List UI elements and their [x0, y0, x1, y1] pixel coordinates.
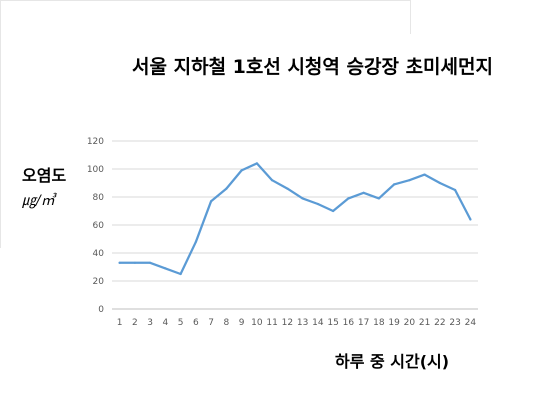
frame-right-line [410, 0, 411, 34]
data-point [286, 187, 289, 190]
x-tick-label: 9 [239, 318, 245, 328]
y-tick-label: 100 [87, 165, 104, 175]
x-axis-label: 하루 중 시간(시) [335, 352, 450, 371]
data-point [469, 218, 472, 221]
data-point [149, 261, 152, 264]
frame-left-line [0, 0, 1, 248]
data-point [179, 272, 182, 276]
x-tick-label: 12 [282, 318, 293, 328]
y-tick-label: 60 [93, 221, 105, 231]
x-tick-labels: 1 2 3 4 5 6 7 8 9 10 11 12 13 14 15 16 17 18 19 20 21 22 23 24 [117, 318, 477, 328]
x-tick-label: 1 [117, 318, 123, 328]
frame-top-line [0, 0, 411, 1]
x-tick-label: 22 [434, 318, 445, 328]
data-point [210, 200, 213, 203]
data-point [362, 191, 365, 194]
y-tick-labels: 0 20 40 60 80 100 120 [87, 137, 104, 315]
data-point [347, 197, 350, 200]
data-point [118, 261, 121, 264]
data-point [454, 188, 457, 192]
x-tick-label: 19 [388, 318, 400, 328]
data-point [408, 179, 411, 182]
data-point [438, 181, 441, 185]
data-point [316, 202, 319, 206]
y-axis-label: 오염도 [22, 166, 67, 185]
x-tick-label: 21 [419, 318, 430, 328]
x-tick-label: 18 [373, 318, 385, 328]
data-point [133, 261, 136, 264]
x-tick-label: 24 [465, 318, 477, 328]
y-tick-label: 80 [93, 193, 105, 203]
data-point [393, 183, 396, 186]
x-tick-label: 16 [343, 318, 355, 328]
data-point [225, 187, 228, 190]
x-tick-label: 8 [224, 318, 230, 328]
data-point [423, 173, 426, 176]
data-point [240, 169, 243, 172]
y-axis-unit: ㎍/㎥ [22, 193, 55, 209]
y-tick-label: 20 [93, 277, 105, 287]
x-tick-label: 13 [297, 318, 308, 328]
data-point [377, 197, 380, 200]
x-tick-label: 14 [312, 318, 324, 328]
x-tick-label: 17 [358, 318, 369, 328]
x-tick-label: 2 [132, 318, 138, 328]
data-point [164, 267, 167, 270]
data-point [271, 179, 274, 182]
x-tick-label: 20 [404, 318, 416, 328]
x-tick-label: 15 [327, 318, 338, 328]
x-tick-label: 11 [266, 318, 277, 328]
x-tick-label: 6 [193, 318, 199, 328]
x-tick-label: 10 [251, 318, 263, 328]
data-point [255, 162, 258, 165]
x-tick-label: 4 [163, 318, 169, 328]
data-point [332, 209, 335, 213]
gridlines [112, 140, 478, 310]
data-point [301, 197, 304, 200]
data-point [194, 240, 197, 243]
x-tick-label: 23 [449, 318, 460, 328]
series-layer [118, 162, 472, 276]
x-tick-label: 5 [178, 318, 184, 328]
x-tick-label: 3 [147, 318, 153, 328]
y-tick-label: 40 [93, 249, 105, 259]
chart-title: 서울 지하철 1호선 시청역 승강장 초미세먼지 [0, 52, 559, 79]
chart-title-text: 서울 지하철 1호선 시청역 승강장 초미세먼지 [132, 56, 493, 78]
x-tick-label: 7 [208, 318, 214, 328]
y-tick-label: 0 [98, 305, 104, 315]
series-line [118, 162, 472, 276]
y-tick-label: 120 [87, 137, 104, 147]
